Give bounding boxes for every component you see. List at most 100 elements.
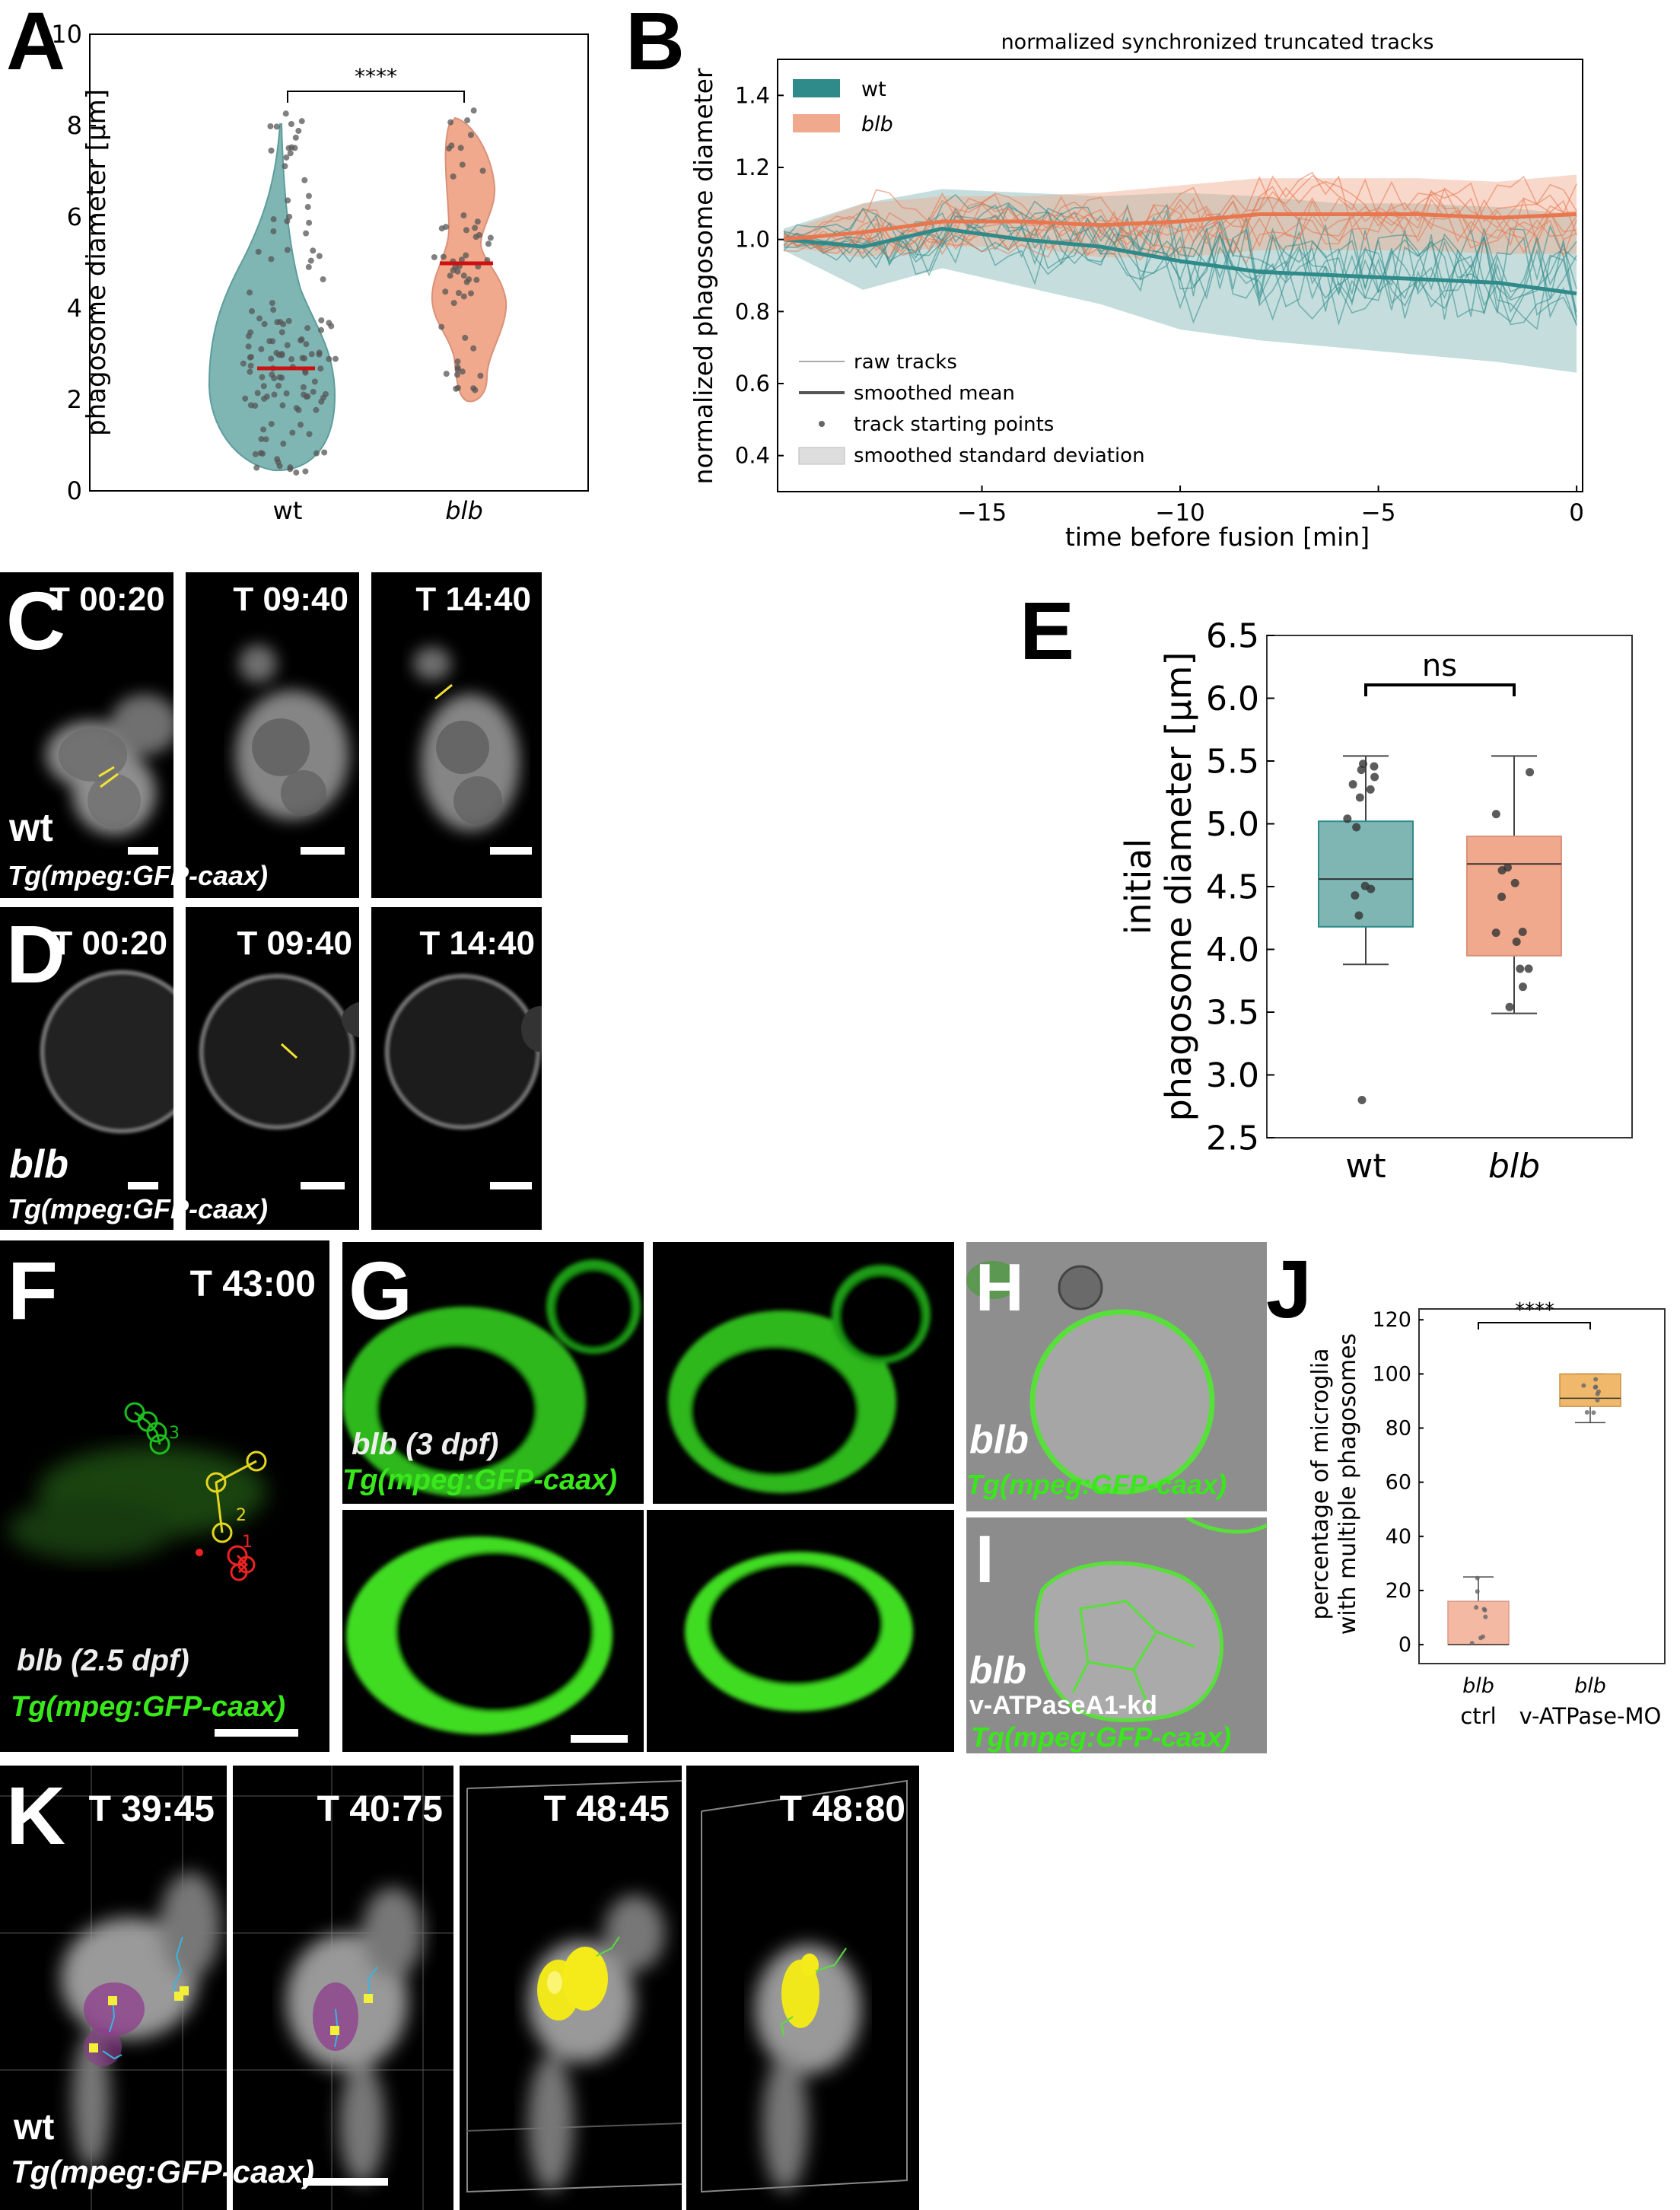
micrograph-c1 <box>0 572 173 898</box>
data-point <box>1516 964 1525 973</box>
significance-label: **** <box>355 64 397 89</box>
data-point <box>295 127 302 134</box>
timestamp: T 48:45 <box>543 1789 670 1829</box>
micrograph-c2 <box>186 572 359 898</box>
data-point <box>332 355 339 362</box>
micrograph-g3 <box>342 1510 644 1752</box>
data-point <box>1351 891 1360 900</box>
panel-letter-e: E <box>1020 584 1075 677</box>
data-point <box>289 429 296 436</box>
panel-letter-a: A <box>6 0 65 87</box>
transgene-label: Tg(mpeg:GFP-caax) <box>8 860 269 891</box>
data-point <box>467 132 474 139</box>
y-tick-label: 0.6 <box>735 371 770 396</box>
y-tick-label: 120 <box>1372 1308 1411 1332</box>
data-point <box>247 353 254 360</box>
y-tick-label: 40 <box>1386 1525 1411 1549</box>
data-point <box>1475 1575 1480 1581</box>
scale-bar <box>490 847 532 855</box>
y-tick-label: 5.0 <box>1206 805 1259 844</box>
legend-key-label: smoothed mean <box>854 382 1015 405</box>
data-point <box>1591 1410 1596 1415</box>
data-point <box>1354 911 1363 920</box>
data-point <box>260 383 267 390</box>
data-point <box>298 422 304 428</box>
x-tick-label: blb <box>445 496 483 525</box>
panel-letter-d: D <box>6 908 65 1000</box>
render-k4 <box>686 1766 919 2210</box>
data-point <box>458 256 465 263</box>
micrograph-d3 <box>371 907 542 1230</box>
genotype-label: wt <box>9 806 53 850</box>
data-point <box>318 317 325 323</box>
data-point <box>454 268 461 275</box>
data-point <box>305 193 312 199</box>
data-point <box>463 252 469 259</box>
y-axis-label: phagosome diameter [μm] <box>81 89 112 436</box>
data-point <box>257 450 264 457</box>
data-point <box>479 167 486 174</box>
arrow-icon <box>434 683 453 700</box>
data-point <box>298 118 305 125</box>
data-point <box>1483 1614 1488 1619</box>
micrograph-g1 <box>342 1242 644 1504</box>
significance-bracket <box>1478 1322 1591 1330</box>
y-tick-label: 20 <box>1386 1579 1411 1603</box>
data-point <box>462 334 469 341</box>
legend-label: wt <box>861 78 886 101</box>
data-point <box>285 317 292 324</box>
data-point <box>467 290 474 297</box>
data-point <box>282 110 289 117</box>
y-tick-label: 1.2 <box>735 154 770 180</box>
outlier-point <box>1357 1096 1367 1104</box>
data-point <box>254 390 261 396</box>
render-k1 <box>0 1766 227 2210</box>
y-tick-label: 0.4 <box>735 443 770 469</box>
raw-track <box>783 207 1577 326</box>
data-point <box>247 362 254 369</box>
data-point <box>283 390 290 397</box>
mean-line <box>783 226 1577 296</box>
data-point <box>273 123 280 130</box>
scale-bar <box>128 1182 158 1189</box>
significance-label: **** <box>1515 1299 1554 1322</box>
y-axis-label: percentage of microglia <box>1307 1349 1334 1620</box>
micrograph-f: 1 2 3 <box>0 1240 329 1752</box>
legend-label: blb <box>861 113 893 136</box>
y-tick-label: 3.5 <box>1206 993 1259 1032</box>
panel-letter-i: I <box>975 1521 994 1597</box>
data-point <box>283 154 290 161</box>
raw-track <box>783 178 1577 258</box>
condition-label: v-ATPaseA1-kd <box>969 1691 1157 1720</box>
render-k2 <box>233 1766 453 2210</box>
data-point <box>316 253 323 260</box>
data-point <box>308 351 315 358</box>
raw-track <box>783 205 1577 319</box>
y-tick-label: 5.5 <box>1206 742 1259 781</box>
data-point <box>463 227 469 234</box>
data-point <box>1352 823 1361 832</box>
data-point <box>268 355 275 362</box>
data-point <box>1348 780 1357 789</box>
transgene-label: Tg(mpeg:GFP-caax) <box>342 1464 618 1496</box>
transgene-label: Tg(mpeg:GFP-caax) <box>11 1691 286 1723</box>
y-tick-label: 3.0 <box>1206 1056 1259 1095</box>
legend-key-label: raw tracks <box>854 351 957 374</box>
data-point <box>271 391 278 398</box>
data-point <box>460 293 467 300</box>
data-point <box>321 449 328 456</box>
data-point <box>262 436 269 443</box>
data-point <box>260 426 267 433</box>
data-point <box>287 464 294 471</box>
track-label: 2 <box>236 1506 247 1525</box>
data-point <box>317 365 324 372</box>
data-point <box>280 441 287 447</box>
panel-letter-c: C <box>6 575 65 667</box>
genotype-label: blb (2.5 dpf) <box>17 1644 189 1677</box>
data-point <box>464 117 471 124</box>
data-point <box>304 204 311 211</box>
timestamp: T 14:40 <box>419 925 535 962</box>
data-point <box>454 358 461 365</box>
raw-track <box>783 206 1577 315</box>
